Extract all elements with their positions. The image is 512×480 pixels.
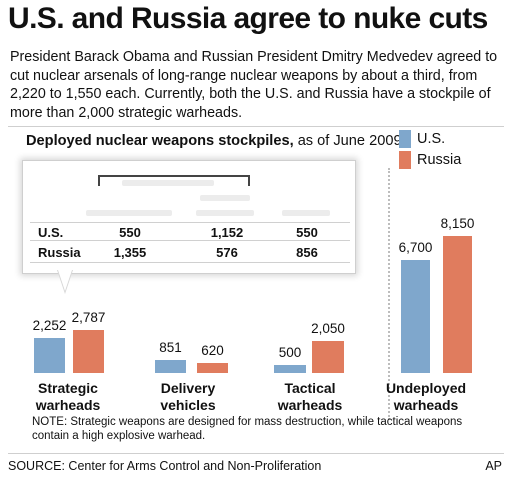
table-cell: 1,355: [113, 245, 147, 260]
legend-us-swatch: [399, 130, 411, 148]
category-label: Delivery vehicles: [140, 380, 236, 414]
faded-header: [200, 195, 250, 201]
category-label-line: vehicles: [160, 397, 216, 413]
category-label-line: warheads: [393, 397, 459, 413]
bar-value-label: 851: [159, 340, 182, 355]
category-label-line: warheads: [277, 397, 343, 413]
table-cell: 576: [216, 245, 238, 260]
breakdown-callout: [22, 160, 356, 274]
bar-value-label: 500: [278, 345, 302, 360]
footnote: NOTE: Strategic weapons are designed for…: [32, 416, 463, 442]
chart-title: Deployed nuclear weapons stockpiles, as …: [26, 133, 402, 149]
legend-us-label: U.S.: [417, 131, 446, 147]
bar-russia: [312, 341, 344, 373]
headline: U.S. and Russia agree to nuke cuts: [8, 2, 488, 35]
bar-us: [274, 365, 306, 373]
bar-russia: [197, 363, 228, 373]
bar-value-label: 8,150: [440, 216, 475, 231]
bar-value-label: 620: [201, 343, 224, 358]
category-label: Undeployed warheads: [378, 380, 474, 414]
table-cell: 550: [119, 225, 141, 240]
faded-header: [196, 210, 254, 216]
category-label-line: Tactical: [284, 380, 336, 396]
legend-russia-label: Russia: [417, 152, 462, 168]
bar-us: [34, 338, 65, 373]
bar-value-label: 2,787: [71, 310, 106, 325]
section-divider: [388, 168, 390, 420]
category-label: Strategic warheads: [20, 380, 116, 414]
chart-title-bold: Deployed nuclear weapons stockpiles,: [26, 133, 294, 149]
table-row-label: U.S.: [38, 225, 64, 240]
callout-pointer-fill: [58, 270, 72, 291]
bar-value-label: 2,050: [311, 321, 345, 336]
category-label-line: Delivery: [160, 380, 216, 396]
category-label-line: warheads: [35, 397, 101, 413]
table-rule: [30, 240, 350, 241]
table-rule: [30, 262, 350, 263]
table-cell: 1,152: [210, 225, 244, 240]
legend-us: U.S.: [399, 130, 445, 148]
intro-paragraph: President Barack Obama and Russian Presi…: [10, 49, 498, 121]
table-rule: [30, 222, 350, 223]
bar-value-label: 2,252: [32, 318, 67, 333]
category-label: Tactical warheads: [262, 380, 358, 414]
category-label-line: Undeployed: [385, 380, 467, 396]
agency-credit: AP: [485, 459, 502, 473]
top-rule: [8, 126, 504, 127]
callout-bracket: [98, 175, 250, 186]
faded-header: [122, 180, 214, 186]
bar-value-label: 6,700: [398, 240, 433, 255]
source-credit: SOURCE: Center for Arms Control and Non-…: [8, 459, 322, 473]
legend-russia: Russia: [399, 151, 461, 169]
faded-header: [86, 210, 172, 216]
category-label-line: Strategic: [38, 380, 98, 396]
chart-title-rest: as of June 2009: [293, 133, 402, 149]
legend-russia-swatch: [399, 151, 411, 169]
bar-russia: [73, 330, 104, 373]
table-cell: 856: [296, 245, 318, 260]
bar-us: [155, 360, 186, 373]
bottom-rule: [8, 453, 504, 454]
bar-russia: [443, 236, 472, 373]
bar-us: [401, 260, 430, 373]
table-cell: 550: [296, 225, 318, 240]
faded-header: [282, 210, 330, 216]
table-row-label: Russia: [38, 245, 81, 260]
